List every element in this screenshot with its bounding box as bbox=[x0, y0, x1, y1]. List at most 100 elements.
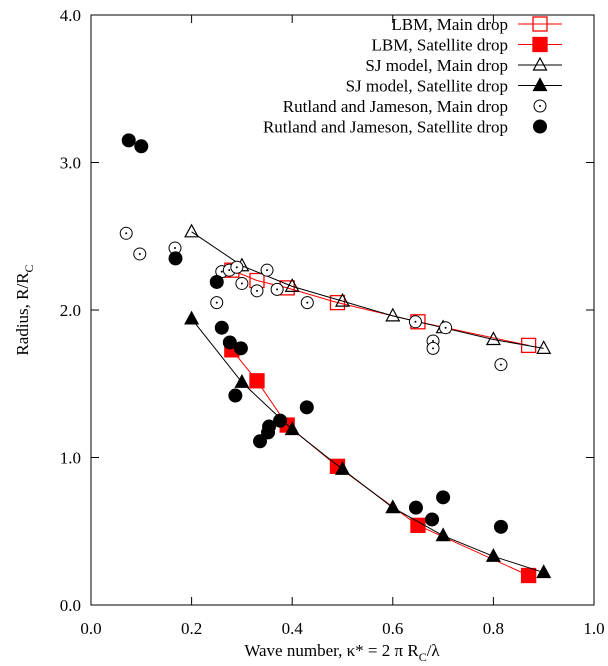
marker bbox=[300, 296, 314, 310]
marker bbox=[270, 282, 284, 296]
marker bbox=[168, 251, 183, 266]
legend-label: SJ model, Satellite drop bbox=[346, 77, 508, 96]
marker bbox=[532, 56, 548, 71]
y-tick-label: 3.0 bbox=[60, 154, 81, 173]
legend-label: LBM, Main drop bbox=[391, 15, 508, 34]
marker bbox=[260, 263, 274, 277]
y-tick-label: 4.0 bbox=[60, 6, 81, 25]
legend-label: LBM, Satellite drop bbox=[372, 36, 508, 55]
marker bbox=[299, 400, 314, 415]
marker bbox=[329, 294, 346, 311]
marker bbox=[426, 341, 440, 355]
marker bbox=[273, 413, 288, 428]
marker bbox=[235, 276, 249, 290]
x-label-text: /λ bbox=[427, 641, 441, 660]
marker bbox=[262, 419, 277, 434]
marker bbox=[408, 500, 423, 515]
marker-dot bbox=[539, 105, 541, 107]
marker bbox=[520, 337, 537, 354]
y-axis-label: Radius, R/RC bbox=[13, 264, 36, 355]
y-tick-label: 2.0 bbox=[60, 301, 81, 320]
marker-dot bbox=[220, 270, 223, 273]
y-label-text: Radius, R/R bbox=[13, 272, 32, 356]
marker bbox=[284, 278, 300, 292]
marker bbox=[250, 284, 264, 298]
marker-dot bbox=[235, 266, 238, 269]
marker bbox=[436, 490, 451, 505]
x-label-sub: C bbox=[419, 650, 427, 664]
marker-dot bbox=[432, 347, 435, 350]
marker bbox=[408, 315, 422, 329]
marker bbox=[133, 247, 147, 261]
marker bbox=[532, 77, 548, 92]
marker bbox=[230, 260, 244, 274]
marker bbox=[222, 335, 237, 350]
y-tick-label: 1.0 bbox=[60, 449, 81, 468]
marker-dot bbox=[306, 301, 309, 304]
marker bbox=[249, 373, 265, 389]
marker-dot bbox=[266, 269, 269, 272]
series-line bbox=[231, 269, 529, 346]
x-tick-label: 0.4 bbox=[282, 619, 304, 638]
x-tick-label: 1.0 bbox=[583, 619, 604, 638]
marker bbox=[536, 340, 552, 354]
x-tick-label: 0.8 bbox=[483, 619, 504, 638]
marker-dot bbox=[432, 339, 435, 342]
x-tick-label: 0.6 bbox=[382, 619, 403, 638]
marker bbox=[410, 517, 426, 533]
marker-dot bbox=[276, 288, 279, 291]
marker bbox=[121, 133, 136, 148]
marker bbox=[385, 307, 401, 322]
legend-label: Rutland and Jameson, Satellite drop bbox=[263, 118, 508, 137]
marker-dot bbox=[255, 289, 258, 292]
marker bbox=[253, 434, 268, 449]
marker-dot bbox=[499, 363, 502, 366]
marker bbox=[119, 226, 133, 240]
y-tick-label: 0.0 bbox=[60, 596, 81, 615]
marker bbox=[228, 388, 243, 403]
marker bbox=[184, 223, 200, 238]
marker bbox=[533, 119, 547, 134]
marker bbox=[536, 564, 552, 579]
marker bbox=[435, 527, 451, 542]
x-tick-label: 0.2 bbox=[181, 619, 202, 638]
legend-label: SJ model, Main drop bbox=[365, 56, 508, 75]
marker bbox=[209, 274, 224, 289]
marker-dot bbox=[138, 252, 141, 255]
marker bbox=[439, 321, 453, 335]
marker bbox=[233, 341, 248, 356]
marker-dot bbox=[240, 282, 243, 285]
marker bbox=[234, 374, 250, 388]
y-label-sub: C bbox=[22, 264, 36, 272]
marker bbox=[214, 320, 229, 335]
marker bbox=[520, 567, 537, 584]
marker bbox=[493, 519, 508, 534]
legend-label: Rutland and Jameson, Main drop bbox=[283, 97, 508, 116]
marker bbox=[533, 99, 547, 113]
series-line bbox=[231, 349, 529, 576]
marker bbox=[485, 331, 501, 346]
marker bbox=[284, 421, 300, 436]
marker bbox=[425, 512, 440, 527]
marker-dot bbox=[215, 301, 218, 304]
x-axis-label: Wave number, κ* = 2 π RC/λ bbox=[244, 641, 440, 664]
marker bbox=[184, 310, 200, 325]
marker-dot bbox=[444, 326, 447, 329]
marker bbox=[334, 461, 351, 475]
series-line bbox=[191, 231, 544, 349]
marker bbox=[532, 16, 548, 32]
x-tick-label: 0.0 bbox=[80, 619, 101, 638]
marker-dot bbox=[414, 320, 417, 323]
x-label-text: Wave number, κ* = 2 π R bbox=[244, 641, 419, 660]
marker-dot bbox=[174, 247, 177, 250]
marker bbox=[532, 36, 548, 53]
marker bbox=[385, 499, 401, 514]
marker bbox=[494, 358, 508, 372]
marker bbox=[210, 296, 224, 310]
marker bbox=[134, 139, 149, 154]
marker bbox=[334, 292, 351, 307]
marker-dot bbox=[228, 269, 231, 272]
marker-dot bbox=[125, 232, 128, 235]
marker bbox=[485, 548, 501, 562]
